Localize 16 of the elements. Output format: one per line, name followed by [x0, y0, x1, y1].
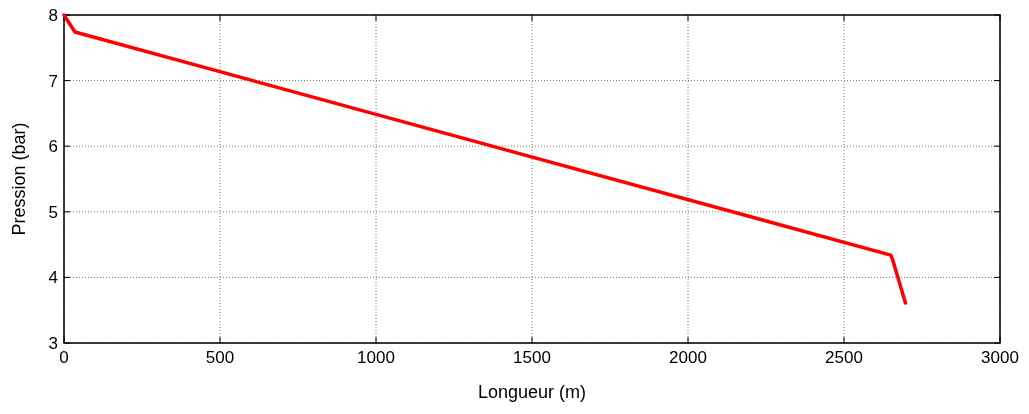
x-tick-label: 1000 [357, 348, 395, 367]
x-axis-title: Longueur (m) [477, 382, 587, 402]
x-tick-label: 3000 [981, 348, 1019, 367]
y-tick-label: 5 [48, 202, 58, 222]
x-tick-label: 500 [205, 348, 235, 367]
y-tick-label: 3 [48, 334, 58, 353]
y-tick-label: 6 [48, 137, 58, 157]
y-tick-label: 8 [48, 6, 58, 25]
y-axis-title: Pression (bar) [9, 122, 29, 236]
line-series [62, 13, 908, 305]
x-tick-label: 1500 [513, 348, 551, 367]
x-tick-label: 2500 [825, 348, 863, 367]
y-tick-label: 7 [48, 71, 58, 91]
x-tick-label: 2000 [669, 348, 707, 367]
y-tick-label: 4 [48, 268, 58, 288]
x-tick-label: 0 [59, 348, 69, 367]
